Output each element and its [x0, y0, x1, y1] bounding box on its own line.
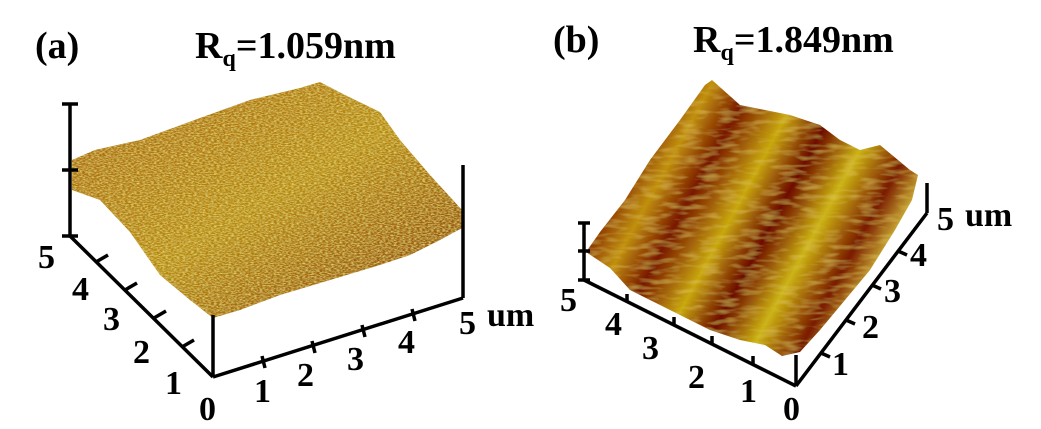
panel-a-label: (a) [35, 25, 79, 67]
panel-b-y-tick: 2 [688, 359, 705, 396]
panel-b-y-tick: 4 [605, 306, 622, 343]
panel-a-roughness: Rq=1.059nm [195, 25, 396, 72]
panel-b-x-tick: 1 [832, 346, 849, 383]
panel-a-y-tick: 3 [103, 301, 120, 338]
panel-b-x-tick: 3 [884, 273, 901, 310]
panel-a-surface [72, 82, 462, 318]
panel-a-x-tick: 2 [297, 357, 314, 394]
panel-a-origin-tick: 0 [199, 391, 216, 428]
panel-b-surface [586, 80, 918, 356]
panel-a-y-tick: 5 [38, 239, 55, 276]
panel-a-y-tick: 1 [165, 365, 182, 402]
panel-b-y-tick: 3 [642, 330, 659, 367]
panel-b-y-tick: 5 [560, 282, 577, 319]
panel-b-x-axis [794, 211, 929, 388]
panel-b-y-tick: 1 [740, 373, 757, 410]
panel-a: (a) Rq=1.059nm 5 4 3 2 1 0 1 2 3 4 5 um [35, 25, 534, 428]
panel-b-x-tick: 4 [910, 237, 927, 274]
panel-a-x-axis [212, 296, 464, 379]
panel-b-x-tick: 2 [862, 309, 879, 346]
panel-b-y-axis [583, 278, 797, 388]
panel-a-x-tick: 3 [347, 341, 364, 378]
panel-a-unit: um [487, 297, 534, 334]
panel-b-unit: um [965, 197, 1012, 234]
panel-a-y-axis [68, 234, 215, 379]
panel-b-roughness: Rq=1.849nm [693, 19, 894, 66]
panel-b-origin-tick: 0 [783, 391, 800, 428]
panel-a-y-tick: 4 [72, 271, 89, 308]
panel-b-x-tick: 5 [937, 201, 954, 238]
panel-a-x-tick: 5 [459, 305, 476, 342]
panel-a-x-tick: 4 [398, 324, 415, 361]
panel-a-y-tick: 2 [133, 334, 150, 371]
panel-a-x-tick: 1 [254, 373, 271, 410]
panel-b: (b) Rq=1.849nm 5 4 3 2 1 0 1 2 3 4 5 um [553, 19, 1012, 428]
panel-b-label: (b) [553, 19, 599, 61]
